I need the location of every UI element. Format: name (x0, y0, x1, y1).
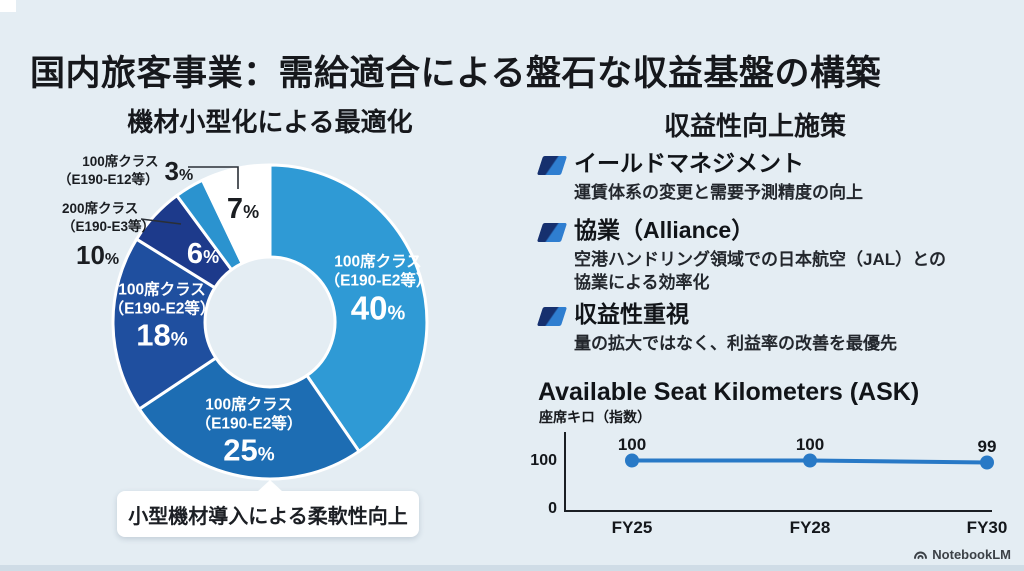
parallelogram-bullet-icon (536, 156, 568, 175)
parallelogram-bullet-icon (536, 307, 568, 326)
ask-y-tick-label: 100 (530, 451, 557, 469)
donut-label-25pct: 100席クラス （E190-E2等） 25% (195, 396, 303, 468)
notebooklm-badge: NotebookLM (913, 547, 1011, 562)
bullet-profitability: 収益性重視 量の拡大ではなく、利益率の改善を最優先 (536, 300, 990, 355)
donut-chart (111, 163, 429, 481)
notebooklm-icon (914, 551, 928, 559)
notebooklm-label: NotebookLM (932, 547, 1011, 562)
donut-segment-0 (268, 163, 429, 454)
donut-segment-2 (111, 237, 218, 412)
ask-chart-title: Available Seat Kilometers (ASK) (538, 378, 920, 406)
ask-line-chart: 100 100 99 FY25 FY28 FY30 100 0 (530, 425, 1008, 545)
ask-chart-subtitle: 座席キロ（指数） (539, 409, 651, 425)
ask-value-label: 100 (617, 434, 647, 454)
ask-x-tick-label: FY28 (789, 518, 831, 537)
bullet-yield-management: イールドマネジメント 運賃体系の変更と需要予測精度の向上 (536, 149, 990, 204)
donut-segment-1 (137, 355, 362, 481)
donut-label-18pct: 100席クラス （E190-E2等） 18% (108, 281, 216, 353)
donut-callout-10pct: 200席クラス （E190-E3等） 10% (62, 201, 156, 271)
right-panel-title: 収益性向上施策 (663, 111, 846, 141)
bottom-strip (0, 565, 1024, 571)
parallelogram-bullet-icon (536, 223, 568, 242)
donut-label-40pct: 100席クラス （E190-E2等） 40% (324, 253, 432, 327)
ask-x-tick-label: FY25 (611, 518, 653, 537)
ask-data-point (803, 453, 817, 468)
page-corner (0, 0, 16, 12)
ask-y-tick-label: 0 (548, 500, 557, 517)
ask-value-label: 100 (795, 434, 825, 454)
donut-chart-title: 機材小型化による最適化 (127, 107, 413, 137)
ask-data-point (980, 455, 994, 470)
donut-label-7pct: 7% (226, 192, 260, 225)
donut-caption: 小型機材導入による柔軟性向上 (128, 505, 408, 528)
donut-label-6pct: 6% (186, 237, 220, 270)
donut-callout-3pct: 100席クラス （E190-E12等） 3% (58, 154, 194, 188)
donut-caption-box: 小型機材導入による柔軟性向上 (117, 480, 419, 537)
bullet-alliance: 協業（Alliance） 空港ハンドリング領域での日本航空（JAL）との 協業に… (536, 216, 990, 294)
ask-axes (564, 432, 992, 512)
ask-value-label: 99 (977, 436, 997, 456)
page-title: 国内旅客事業：需給適合による盤石な収益基盤の構築 (30, 54, 881, 94)
ask-chart-canvas (564, 432, 994, 512)
ask-data-point (625, 453, 639, 468)
ask-x-tick-label: FY30 (966, 518, 1008, 537)
